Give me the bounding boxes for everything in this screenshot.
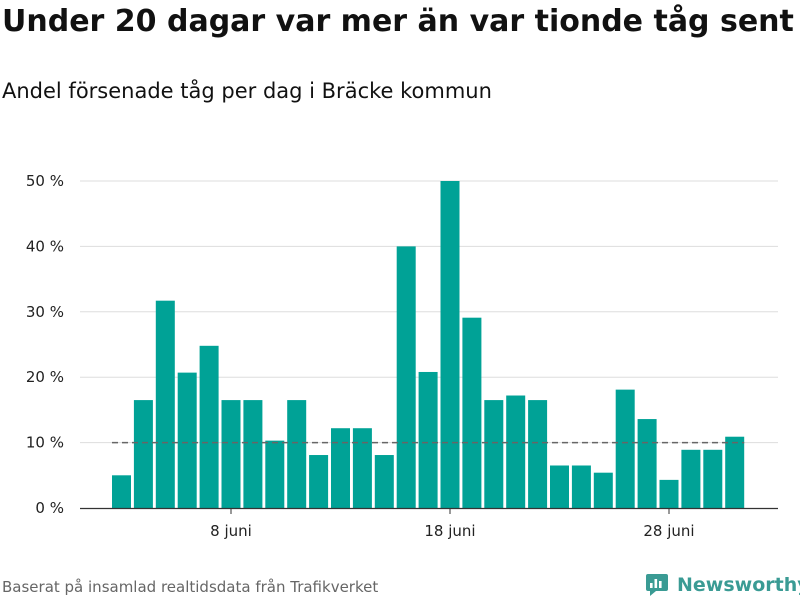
bar: [177, 372, 197, 508]
bar: [352, 428, 372, 508]
bar: [331, 428, 350, 508]
y-axis-ticks: 0 % 10 % 20 % 30 % 40 % 50 %: [26, 172, 64, 517]
bar: [418, 371, 438, 508]
y-tick-label: 30 %: [26, 303, 64, 321]
chart-subtitle: Andel försenade tåg per dag i Bräcke kom…: [2, 79, 492, 103]
newsworthy-logo-icon: [646, 574, 668, 596]
bar: [506, 395, 526, 508]
bar: [396, 246, 416, 508]
y-tick-label: 10 %: [26, 434, 64, 452]
bar: [615, 389, 635, 508]
y-tick-label: 20 %: [26, 368, 64, 386]
bar: [462, 317, 482, 508]
brand-name: Newsworthy: [677, 574, 800, 596]
bar-chart: 0 % 10 % 20 % 30 % 40 % 50 % 8 juni 18 juni 28 …: [26, 172, 778, 540]
bar: [287, 400, 307, 508]
bar: [528, 400, 548, 508]
y-tick-label: 50 %: [26, 172, 64, 190]
source-note: Baserat på insamlad realtidsdata från Tr…: [2, 578, 379, 596]
bar: [199, 345, 219, 508]
bar: [440, 181, 460, 508]
x-tick-label: 28 juni: [643, 522, 694, 540]
chart-title: Under 20 dagar var mer än var tionde tåg…: [2, 4, 794, 39]
bar: [637, 419, 657, 508]
bar: [550, 465, 569, 508]
bar: [309, 455, 329, 508]
bar: [593, 472, 613, 508]
x-axis-ticks: 8 juni 18 juni 28 juni: [210, 508, 695, 540]
bar: [112, 475, 131, 508]
bar: [133, 400, 153, 508]
bar: [155, 300, 175, 508]
x-tick-label: 18 juni: [424, 522, 475, 540]
x-tick-label: 8 juni: [210, 522, 252, 540]
bar: [659, 479, 679, 508]
bar: [374, 455, 394, 508]
bar: [571, 465, 591, 508]
bar: [484, 400, 504, 508]
bar: [703, 449, 723, 508]
bar: [725, 436, 745, 508]
y-tick-label: 40 %: [26, 237, 64, 255]
bars: [112, 181, 745, 508]
bar: [265, 440, 285, 508]
y-tick-label: 0 %: [35, 499, 64, 517]
bar: [221, 400, 241, 508]
brand-logo[interactable]: Newsworthy: [645, 570, 800, 600]
bar: [243, 400, 263, 508]
bar: [681, 449, 701, 508]
